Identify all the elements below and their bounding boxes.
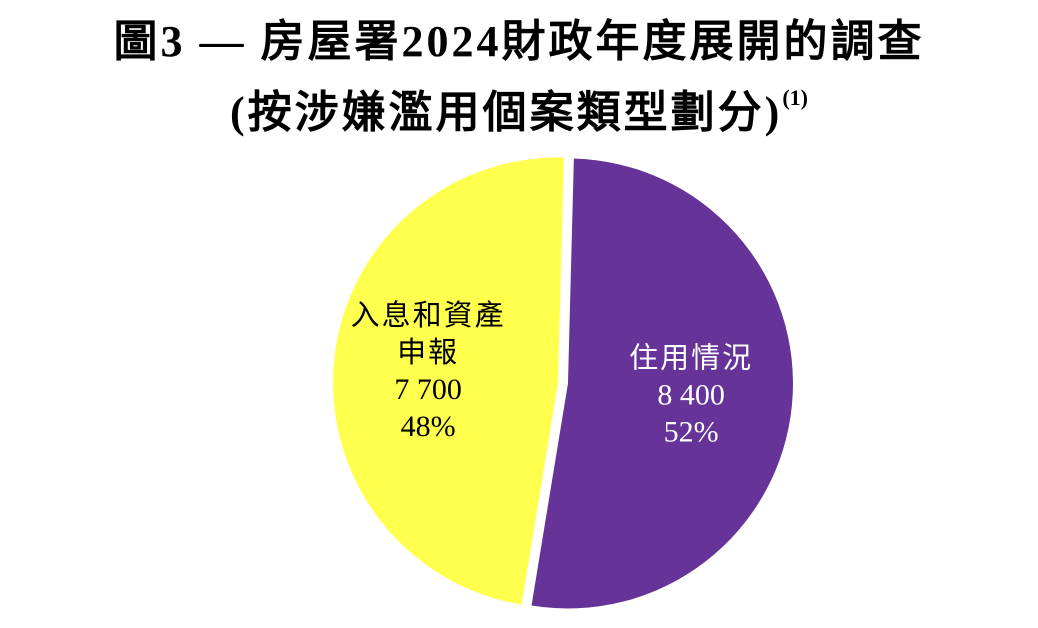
slice-value-2: 7 700	[394, 373, 462, 406]
slice-label-2: 申報	[397, 335, 459, 369]
pie-slices	[333, 157, 793, 609]
slice-label-2: 入息和資產	[351, 298, 506, 332]
slice-value-1: 8 400	[657, 379, 725, 412]
slice-percent-2: 48%	[401, 410, 456, 443]
chart-title-line2-text: (按涉嫌濫用個案類型劃分)	[230, 88, 783, 137]
chart-title-line2: (按涉嫌濫用個案類型劃分)(1)	[0, 70, 1038, 141]
pie-slice-1	[531, 158, 793, 609]
chart-title: 圖3 — 房屋署2024財政年度展開的調查 (按涉嫌濫用個案類型劃分)(1)	[0, 14, 1038, 141]
slice-percent-1: 52%	[664, 416, 719, 449]
chart-title-line1: 圖3 — 房屋署2024財政年度展開的調查	[113, 17, 925, 66]
pie-slice-2	[333, 157, 564, 605]
slice-label-1: 住用情況	[629, 341, 753, 375]
title-footnote-marker: (1)	[782, 85, 808, 110]
